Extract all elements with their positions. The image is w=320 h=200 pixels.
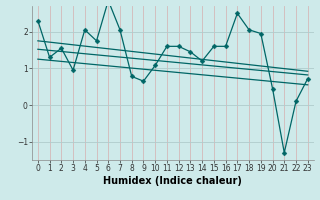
X-axis label: Humidex (Indice chaleur): Humidex (Indice chaleur)	[103, 176, 242, 186]
